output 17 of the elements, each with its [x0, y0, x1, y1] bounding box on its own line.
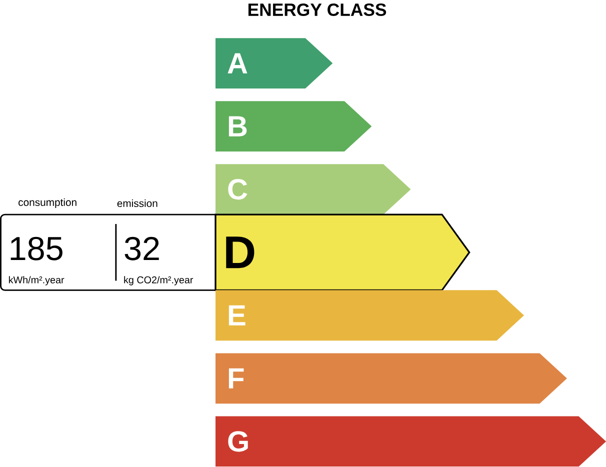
bar	[216, 290, 524, 341]
y-tick-label: F	[228, 368, 244, 389]
text: emission	[117, 200, 158, 208]
text: kWh/m².year	[8, 276, 64, 286]
bar	[216, 353, 567, 404]
y-tick-label: E	[228, 306, 246, 326]
text: kg CO2/m².year	[124, 276, 194, 286]
text: 185	[10, 236, 62, 261]
y-tick-label: D	[226, 236, 254, 268]
bar	[216, 416, 606, 467]
text: consumption	[18, 198, 76, 208]
y-tick-label: A	[228, 53, 248, 74]
y-tick-label: C	[228, 179, 248, 200]
text: 32	[124, 236, 159, 261]
y-tick-label: B	[228, 116, 247, 137]
chart-title: ENERGY CLASS	[248, 4, 386, 16]
y-tick-label: G	[228, 431, 248, 452]
